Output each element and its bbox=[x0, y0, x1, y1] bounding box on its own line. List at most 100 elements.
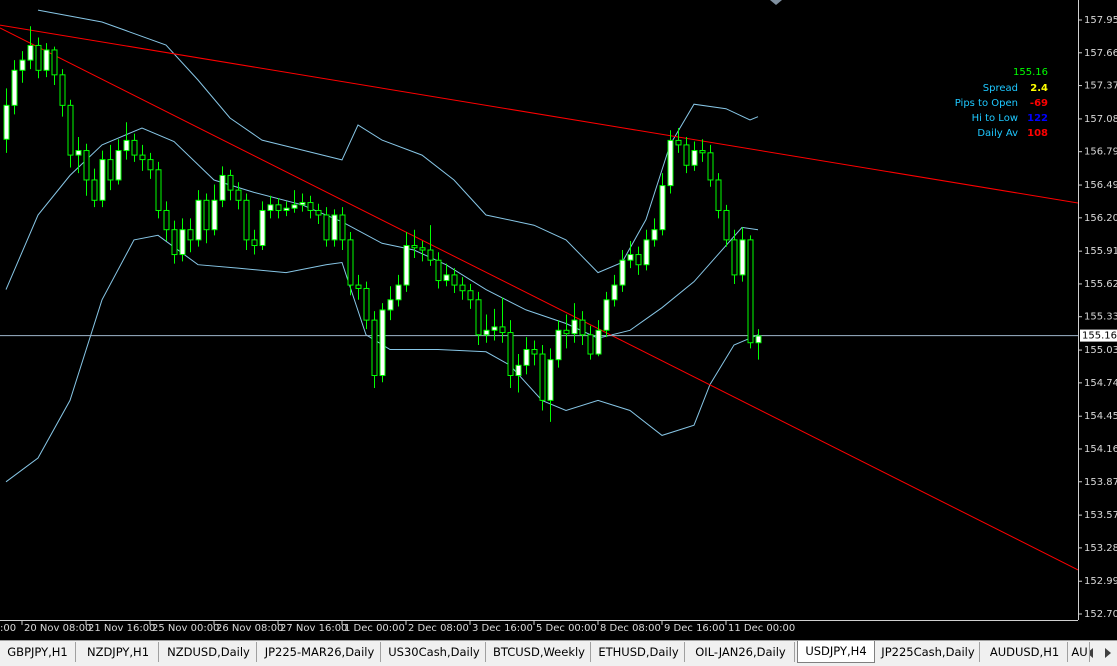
y-tick-label: 157.375 bbox=[1084, 81, 1117, 92]
chart-tab[interactable]: GBPJPY,H1 bbox=[0, 642, 76, 662]
candle-body bbox=[571, 319, 578, 335]
candle-body bbox=[315, 209, 322, 216]
plot-area bbox=[0, 9, 1078, 571]
y-tick-label: 153.870 bbox=[1084, 477, 1117, 488]
candle-body bbox=[219, 174, 226, 201]
chart-tab[interactable]: AUDUSD,H1 bbox=[982, 642, 1068, 662]
candle-body bbox=[179, 229, 186, 256]
candle-body bbox=[635, 254, 642, 266]
candle-body bbox=[627, 254, 634, 261]
y-tick-label: 156.79 bbox=[1084, 147, 1117, 158]
candle-body bbox=[307, 202, 314, 211]
candle-body bbox=[603, 299, 610, 331]
candle-body bbox=[347, 239, 354, 286]
candle-body bbox=[739, 239, 746, 276]
candle-body bbox=[259, 209, 266, 247]
candle-body bbox=[459, 284, 466, 292]
info-label: Spread bbox=[983, 83, 1018, 94]
candle-body bbox=[387, 299, 394, 311]
candle-body bbox=[235, 189, 242, 201]
candle-body bbox=[515, 364, 522, 377]
candle-body bbox=[555, 329, 562, 361]
y-tick-label: 153.575 bbox=[1084, 510, 1117, 521]
chart-tab[interactable]: NZDJPY,H1 bbox=[78, 642, 159, 662]
candle-body bbox=[187, 229, 194, 241]
candle-body bbox=[83, 150, 90, 181]
chart-tab[interactable]: OIL-JAN26,Daily bbox=[687, 642, 795, 662]
chart-tab[interactable]: NZDUSD,Daily bbox=[161, 642, 257, 662]
info-label: Daily Av bbox=[977, 128, 1018, 139]
chart-tab[interactable]: JP225Cash,Daily bbox=[877, 642, 980, 662]
info-price: 155.16 bbox=[1013, 67, 1048, 78]
trend-line bbox=[0, 27, 1078, 571]
y-tick-label: 157.665 bbox=[1084, 48, 1117, 59]
candle-body bbox=[139, 154, 146, 161]
trend-line bbox=[0, 24, 1078, 204]
candle-body bbox=[595, 329, 602, 355]
candle-body bbox=[267, 204, 274, 211]
chart-tab[interactable]: US30Cash,Daily bbox=[383, 642, 486, 662]
candle-body bbox=[547, 359, 554, 401]
y-tick-label: 155.330 bbox=[1084, 312, 1117, 323]
candle-body bbox=[43, 49, 50, 71]
candle-body bbox=[323, 214, 330, 241]
candle-body bbox=[195, 199, 202, 241]
candle-body bbox=[339, 214, 346, 241]
candle-body bbox=[147, 159, 154, 171]
candle-body bbox=[611, 284, 618, 301]
y-tick-label: 157.955 bbox=[1084, 15, 1117, 26]
candle-body bbox=[11, 69, 18, 106]
candle-body bbox=[451, 274, 458, 286]
candle-body bbox=[731, 239, 738, 276]
candle-body bbox=[75, 150, 82, 156]
chart-tab[interactable]: BTCUSD,Weekly bbox=[488, 642, 591, 662]
x-tick-label: 26 Nov 08:00 bbox=[216, 623, 283, 634]
info-value: 122 bbox=[1027, 113, 1048, 124]
chart-tab[interactable]: USDJPY,H4 bbox=[797, 641, 875, 663]
tab-scroll[interactable] bbox=[1083, 644, 1115, 662]
shift-marker bbox=[770, 0, 782, 5]
candle-body bbox=[19, 59, 26, 71]
candle-body bbox=[115, 150, 122, 181]
candle-body bbox=[691, 150, 698, 166]
candle-body bbox=[99, 159, 106, 201]
x-tick-label: 5 Dec 00:00 bbox=[536, 623, 597, 634]
candle-body bbox=[507, 332, 514, 377]
candle-body bbox=[667, 139, 674, 187]
y-tick-label: 154.745 bbox=[1084, 378, 1117, 389]
info-value: 108 bbox=[1027, 128, 1048, 139]
x-tick-label: 3 Dec 16:00 bbox=[472, 623, 533, 634]
candle-body bbox=[67, 104, 74, 156]
candle-body bbox=[107, 159, 114, 181]
chart-tab[interactable]: AU bbox=[1070, 642, 1090, 662]
candle-body bbox=[51, 49, 58, 76]
x-tick-label: 27 Nov 16:00 bbox=[280, 623, 347, 634]
candle-body bbox=[299, 202, 306, 206]
candle-body bbox=[683, 144, 690, 166]
y-tick-label: 154.450 bbox=[1084, 411, 1117, 422]
candle-body bbox=[475, 299, 482, 336]
candle-body bbox=[427, 249, 434, 261]
chart-background bbox=[0, 0, 1117, 640]
candle-body bbox=[715, 179, 722, 211]
candle-body bbox=[275, 204, 282, 211]
candle-body bbox=[619, 259, 626, 286]
y-tick-label: 152.990 bbox=[1084, 576, 1117, 587]
info-panel: 155.16 Spread 2.4 Pips to Open -69 Hi to Low 1… bbox=[955, 67, 1048, 139]
candle-body bbox=[539, 353, 546, 401]
chart-tab[interactable]: JP225-MAR26,Daily bbox=[259, 642, 381, 662]
x-tick-label: 8 Dec 08:00 bbox=[600, 623, 661, 634]
candle-body bbox=[723, 209, 730, 241]
y-tick-label: 156.205 bbox=[1084, 213, 1117, 224]
candle-body bbox=[747, 239, 754, 344]
y-tick-label: 155.035 bbox=[1084, 345, 1117, 356]
chart-tabs: GBPJPY,H1 NZDJPY,H1 NZDUSD,Daily JP225-MAR2… bbox=[0, 640, 1117, 666]
candle-body bbox=[379, 309, 386, 377]
chart-tab[interactable]: ETHUSD,Daily bbox=[593, 642, 685, 662]
y-tick-label: 155.620 bbox=[1084, 279, 1117, 290]
candle-body bbox=[363, 287, 370, 321]
info-label: Pips to Open bbox=[955, 98, 1018, 109]
x-tick-label: :00 bbox=[0, 623, 16, 634]
y-tick-label: 152.700 bbox=[1084, 609, 1117, 620]
candle-body bbox=[163, 209, 170, 231]
